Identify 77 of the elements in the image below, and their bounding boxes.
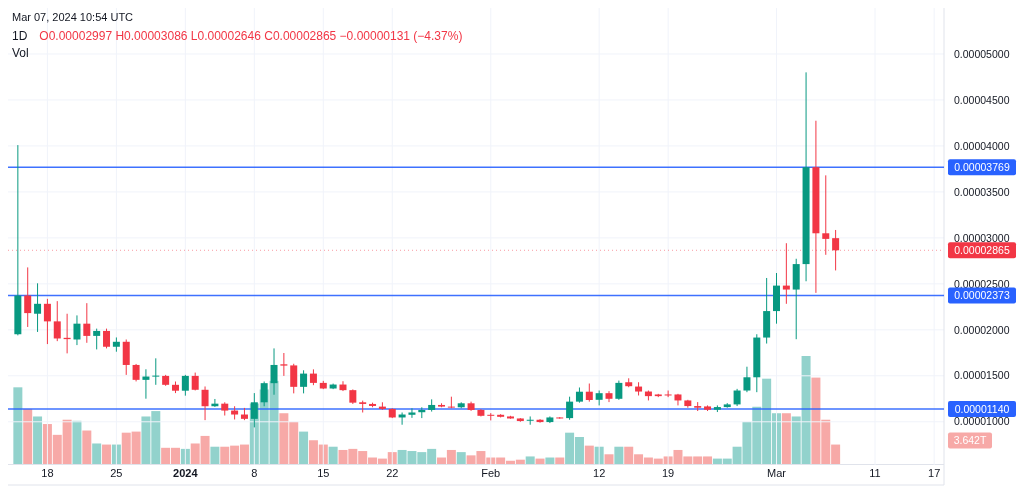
candlestick <box>73 314 81 346</box>
candlestick <box>24 266 32 328</box>
bar <box>82 430 92 464</box>
candlestick <box>615 380 623 401</box>
candlestick <box>300 369 308 394</box>
candlestick <box>585 383 593 403</box>
bar <box>525 456 535 464</box>
y-tick-label: 0.00005000 <box>954 47 1010 60</box>
bar <box>584 445 594 464</box>
bar <box>555 457 565 464</box>
text: O0.00002997 H0.00003086 L0.00002646 C0.00002865 −0.00000131 (−4.37%) <box>39 29 463 43</box>
candlestick <box>53 300 61 342</box>
x-tick-label: 8 <box>251 467 258 479</box>
candlestick <box>34 282 42 333</box>
bar <box>545 457 555 464</box>
bar <box>328 446 338 464</box>
candlestick <box>201 385 209 421</box>
bar <box>535 458 545 464</box>
candlestick <box>822 174 830 256</box>
bar <box>102 444 112 464</box>
bar <box>456 452 466 464</box>
x-tick-label: 2024 <box>173 467 199 479</box>
x-tick-label: 15 <box>317 467 330 479</box>
y-tick-label: 0.00004000 <box>954 139 1010 152</box>
text: 1D <box>12 29 28 43</box>
candlestick <box>408 407 416 419</box>
x-tick-label: 12 <box>593 467 606 479</box>
bar <box>210 446 220 464</box>
x-tick-label: 25 <box>110 467 123 479</box>
bar <box>33 416 43 464</box>
bar <box>92 443 102 464</box>
candlestick <box>43 298 51 345</box>
candlestick <box>152 357 160 386</box>
y-tick-label: 0.00003500 <box>954 185 1010 198</box>
x-tick-label: 22 <box>386 467 399 479</box>
ref-line-label: 0.00002373 <box>954 289 1010 302</box>
bar <box>604 454 614 464</box>
candlestick <box>280 352 288 377</box>
candlestick <box>93 328 101 350</box>
candlestick <box>566 396 574 421</box>
chart-title: Vol <box>12 46 29 60</box>
x-tick-label: 18 <box>41 467 54 479</box>
candlestick <box>782 242 790 305</box>
x-tick-label: 19 <box>662 467 675 479</box>
text: 3.642T <box>953 434 987 447</box>
bar <box>23 408 33 464</box>
bar <box>781 413 791 464</box>
candlestick <box>339 380 347 392</box>
y-tick-label: 0.00004500 <box>954 93 1010 106</box>
bar <box>72 420 82 464</box>
candlestick <box>122 338 130 376</box>
candlestick <box>142 368 150 400</box>
x-tick-label: 11 <box>869 467 881 479</box>
candlestick <box>743 366 751 393</box>
candlestick <box>832 229 840 271</box>
candlestick <box>181 374 189 397</box>
candlestick <box>103 328 111 349</box>
y-tick-label: 0.00003000 <box>954 231 1010 244</box>
annotation: Mar 07, 2024 10:54 UTC <box>12 11 134 23</box>
bar <box>299 431 309 464</box>
x-tick-label: Mar <box>767 467 787 479</box>
candlestick <box>83 302 91 344</box>
bar <box>614 446 624 464</box>
candlestick <box>526 415 534 426</box>
bar <box>13 387 23 464</box>
candlestick <box>290 363 298 394</box>
y-tick-label: 0.00001000 <box>954 415 1010 428</box>
y-tick-label: 0.00002000 <box>954 323 1010 336</box>
ref-line-label: 0.00001140 <box>954 402 1010 415</box>
x-tick-label: 17 <box>928 467 941 479</box>
y-tick-label: 0.00001500 <box>954 369 1010 382</box>
y-tick-label: 0.00002500 <box>954 277 1010 290</box>
x-tick-label: Feb <box>481 467 501 479</box>
candlestick <box>664 390 672 398</box>
ref-line-label: 0.00002865 <box>954 243 1010 256</box>
candlestick <box>605 390 613 403</box>
ref-line-label: 0.00003769 <box>954 160 1010 173</box>
